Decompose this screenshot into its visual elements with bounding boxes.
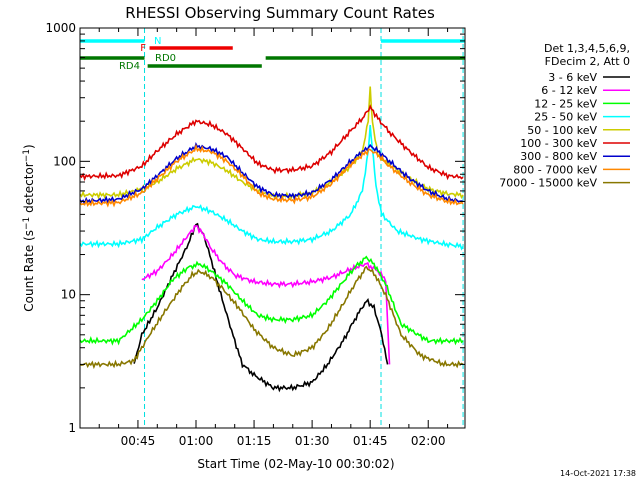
y-axis-label-end: )	[22, 144, 36, 149]
x-tick-label: 01:45	[353, 434, 388, 448]
series-line-3to6kev-kev	[133, 222, 389, 393]
flag-label-rd0: RD0	[155, 53, 176, 64]
x-tick-label: 01:30	[295, 434, 330, 448]
y-tick-label: 1000	[45, 21, 76, 35]
legend-header-line-2: FDecim 2, Att 0	[545, 55, 630, 68]
legend-label: 25 - 50 keV	[534, 111, 597, 124]
y-tick-label: 10	[61, 288, 76, 302]
x-tick-label: 02:00	[411, 434, 446, 448]
y-tick-label: 100	[53, 154, 76, 168]
x-axis-label: Start Time (02-May-10 00:30:02)	[197, 457, 394, 471]
y-axis-label: Count Rate (s−1 detector−1)	[22, 144, 36, 311]
y-axis-label-mid: detector	[22, 162, 36, 217]
flag-label-rd4: RD4	[119, 61, 140, 72]
legend-label: 50 - 100 keV	[527, 124, 597, 137]
x-tick-label: 01:00	[179, 434, 214, 448]
series-line-6to12kev-kev	[141, 225, 391, 365]
generation-timestamp: 14-Oct-2021 17:38	[560, 469, 636, 478]
flag-label-n: N	[154, 36, 161, 47]
y-axis-label-main: Count Rate (s	[22, 230, 36, 312]
series-line-12to25kev-kev	[79, 255, 464, 346]
legend-label: 100 - 300 keV	[520, 137, 597, 150]
x-tick-label: 00:45	[121, 434, 156, 448]
y-axis-label-exp2: −1	[22, 149, 32, 162]
plot-frame	[79, 27, 466, 429]
series-line-300to800kev-kev	[79, 141, 464, 206]
series-line-7000to15000kev-kev	[79, 265, 464, 370]
legend-label: 300 - 800 keV	[520, 150, 597, 163]
y-axis-label-exp1: −1	[22, 217, 32, 230]
series-line-100to300kev-kev	[79, 104, 464, 182]
series-line-800to7000kev-kev	[79, 143, 464, 208]
legend-label: 3 - 6 keV	[548, 71, 597, 84]
legend-label: 800 - 7000 keV	[513, 163, 597, 176]
legend-label: 12 - 25 keV	[534, 97, 597, 110]
legend-header-line-1: Det 1,3,4,5,6,9,	[544, 42, 630, 55]
x-tick-label: 01:15	[237, 434, 272, 448]
legend-label: 6 - 12 keV	[541, 84, 597, 97]
chart-title: RHESSI Observing Summary Count Rates	[125, 4, 435, 22]
y-tick-label: 1	[68, 421, 76, 435]
flag-label-f: F	[140, 43, 146, 54]
legend-label: 7000 - 15000 keV	[499, 177, 597, 190]
series-line-25to50kev-kev	[79, 125, 464, 251]
